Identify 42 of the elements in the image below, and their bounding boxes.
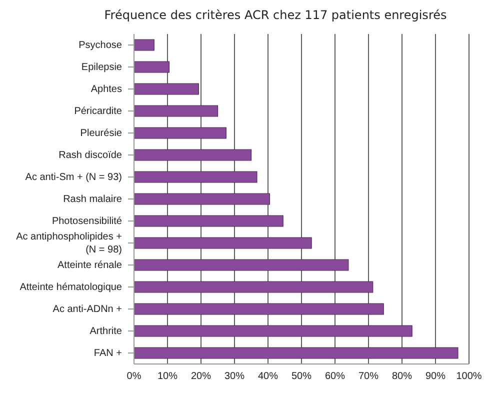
y-tick-label: Aphtes [90,84,122,94]
bar [134,149,252,161]
y-tick-label: Rash malaire [63,194,122,204]
bar [134,39,154,51]
bar [134,325,412,337]
bar [134,281,374,293]
y-tick-label: Ac anti-ADNn + [52,304,122,314]
x-tick-label: 30% [224,371,245,382]
y-tick-label: Atteinte rénale [58,260,122,270]
y-tick-label: Photosensibilité [52,216,122,226]
x-tick-label: 20% [190,371,212,382]
x-tick-label: 50% [291,371,312,382]
y-tick-label: Epilepsie [81,62,122,72]
x-tick-label: 40% [258,371,278,382]
bar [134,303,384,315]
y-tick-label: Arthrite [90,326,122,336]
x-tick-label: 60% [324,371,346,382]
y-tick-label: Ac anti-Sm + (N = 93) [25,172,122,182]
y-tick-label: Psychose [78,40,122,50]
y-tick-label: Rash discoïde [58,150,122,160]
bar [134,237,312,249]
bar [134,259,349,271]
bar [134,347,458,359]
x-tick-label: 10% [157,371,178,382]
bar [134,83,199,95]
y-tick-label: Pleurésie [80,128,122,138]
chart-title: Fréquence des critères ACR chez 117 patients enregisrés [103,8,448,24]
x-tick-label: 100% [456,371,482,382]
bar [134,61,170,73]
bar [134,127,226,139]
x-tick-label: 90% [425,371,446,382]
y-tick-label: Atteinte hématologique [20,282,122,292]
bar [134,215,284,227]
bar [134,171,258,183]
y-tick-label: Péricardite [74,106,122,116]
x-tick-label: 0% [126,371,142,382]
y-tick-label: FAN + [94,348,122,358]
y-tick-label: Ac antiphospholipides + (N = 98) [16,231,122,255]
bar [134,105,218,117]
bar [134,193,270,205]
x-tick-label: 80% [392,371,412,382]
x-tick-label: 70% [358,371,379,382]
